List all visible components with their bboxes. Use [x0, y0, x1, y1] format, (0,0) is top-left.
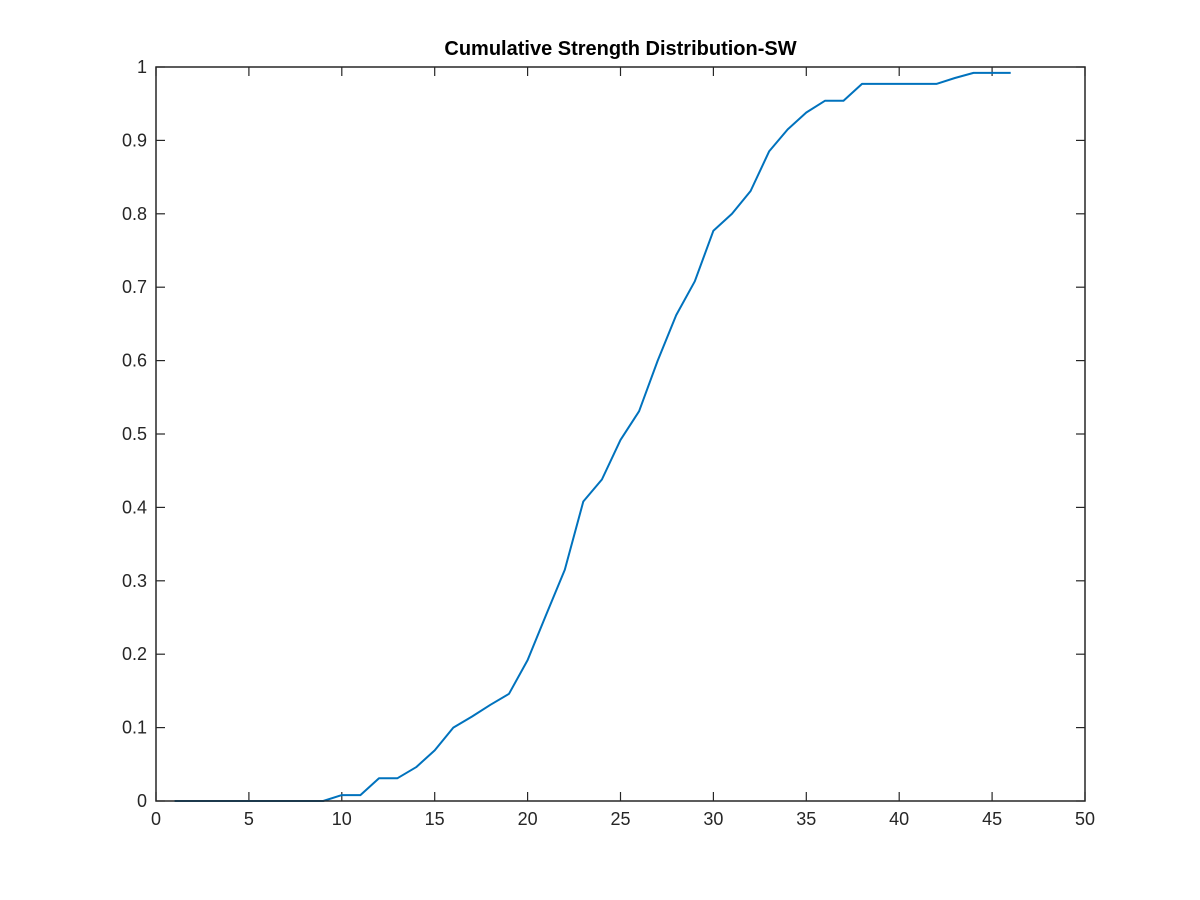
- y-tick-label: 1: [137, 57, 147, 77]
- x-tick-label: 5: [244, 809, 254, 829]
- x-tick-labels: 0 5 10 15 20 25 30 35 40 45 50: [151, 809, 1095, 829]
- y-tick-label: 0: [137, 791, 147, 811]
- x-tick-label: 45: [982, 809, 1002, 829]
- plot-area: [156, 67, 1085, 801]
- y-tick-label: 0.1: [122, 718, 147, 738]
- axes-box: [155, 66, 1086, 802]
- x-tick-label: 40: [889, 809, 909, 829]
- x-tick-label: 0: [151, 809, 161, 829]
- y-tick-label: 0.6: [122, 351, 147, 371]
- y-tick-label: 0.2: [122, 644, 147, 664]
- x-tick-label: 15: [425, 809, 445, 829]
- x-tick-label: 30: [703, 809, 723, 829]
- y-tick-label: 0.9: [122, 130, 147, 150]
- x-tick-label: 35: [796, 809, 816, 829]
- y-tick-label: 0.3: [122, 571, 147, 591]
- x-tick-label: 25: [610, 809, 630, 829]
- y-tick-label: 0.4: [122, 497, 147, 517]
- x-tick-label: 50: [1075, 809, 1095, 829]
- y-tick-label: 0.7: [122, 277, 147, 297]
- x-tick-label: 20: [518, 809, 538, 829]
- y-tick-label: 0.5: [122, 424, 147, 444]
- chart-title: Cumulative Strength Distribution-SW: [444, 38, 796, 60]
- y-tick-labels: 0 0.1 0.2 0.3 0.4 0.5 0.6 0.7 0.8 0.9 1: [122, 57, 147, 811]
- y-tick-label: 0.8: [122, 204, 147, 224]
- x-tick-label: 10: [332, 809, 352, 829]
